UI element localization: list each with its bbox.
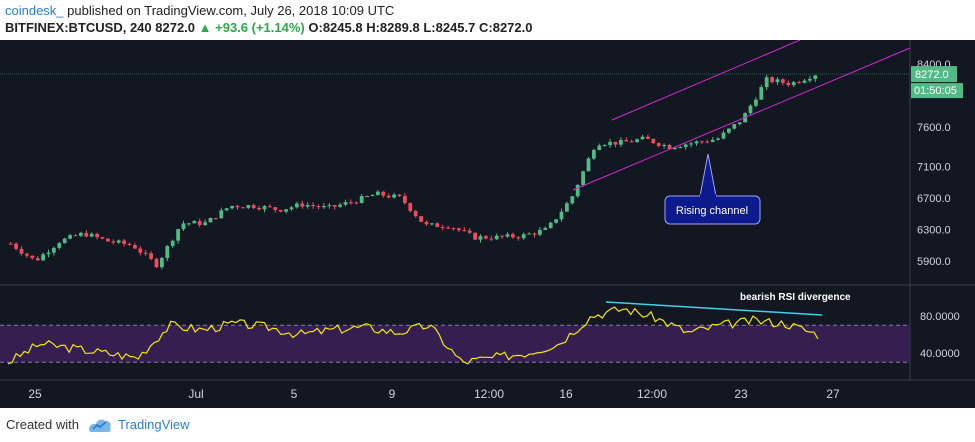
- svg-text:23: 23: [734, 387, 748, 401]
- svg-text:40.0000: 40.0000: [920, 348, 960, 360]
- chart-header: coindesk_ published on TradingView.com, …: [0, 0, 975, 40]
- published-text: published on TradingView.com, July 26, 2…: [63, 3, 395, 18]
- svg-text:Rising channel: Rising channel: [676, 205, 748, 217]
- svg-text:25: 25: [28, 387, 42, 401]
- price-chart[interactable]: 5900.06300.06700.07100.07600.08400.08272…: [0, 39, 975, 408]
- open-value: O:8245.8: [308, 20, 363, 35]
- price-axis-label: 6300.0: [917, 224, 951, 236]
- chart-area[interactable]: 5900.0 6300.0 6700.0 7100.0 7600.0 8400.0 8272…: [0, 39, 975, 408]
- symbol-line: BITFINEX:BTCUSD, 240 8272.0 ▲ +93.6 (+1.…: [5, 20, 532, 35]
- svg-text:12:00: 12:00: [474, 387, 504, 401]
- svg-text:5: 5: [291, 387, 298, 401]
- svg-text:80.0000: 80.0000: [920, 311, 960, 323]
- rising-channel-callout: Rising channel: [664, 153, 761, 225]
- created-with-label: Created with: [6, 417, 79, 432]
- symbol-label: BITFINEX:BTCUSD, 240: [5, 20, 152, 35]
- svg-text:27: 27: [826, 387, 840, 401]
- tradingview-logo-icon: [89, 419, 111, 432]
- low-value: L:8245.7: [423, 20, 476, 35]
- svg-text:01:50:05: 01:50:05: [914, 85, 957, 97]
- price-axis-label: 7600.0: [917, 122, 951, 134]
- svg-text:16: 16: [559, 387, 573, 401]
- high-value: H:8289.8: [366, 20, 420, 35]
- footer: Created with TradingView: [0, 408, 975, 442]
- close-value: C:8272.0: [479, 20, 533, 35]
- price-axis-label: 7100.0: [917, 161, 951, 173]
- svg-text:9: 9: [389, 387, 396, 401]
- svg-text:12:00: 12:00: [637, 387, 667, 401]
- svg-text:8272.0: 8272.0: [915, 69, 949, 81]
- last-price: 8272.0: [155, 20, 196, 35]
- price-axis-label: 6700.0: [917, 193, 951, 205]
- svg-text:bearish RSI divergence: bearish RSI divergence: [740, 292, 851, 303]
- price-change: ▲ +93.6 (+1.14%): [198, 20, 305, 35]
- tradingview-link[interactable]: TradingView: [118, 417, 190, 432]
- price-axis-label: 5900.0: [917, 256, 951, 268]
- author-link[interactable]: coindesk_: [5, 3, 64, 18]
- svg-text:Jul: Jul: [188, 387, 203, 401]
- publish-line: coindesk_ published on TradingView.com, …: [5, 3, 394, 18]
